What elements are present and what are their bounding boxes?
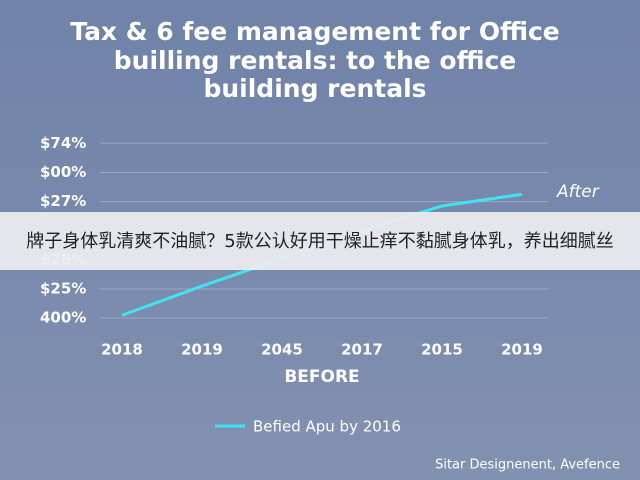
title: Tax & 6 fee management for Office builli…: [70, 17, 560, 103]
y-tick-label: $25%: [40, 280, 86, 298]
chart-title: builling rentals: to the office: [114, 46, 517, 75]
annotation: After: [556, 182, 600, 202]
footer: Sitar Designenent, Avefence: [435, 458, 620, 473]
y-tick-label: 400%: [40, 309, 86, 327]
banner-text: 牌子身体乳清爽不油腻？5款公认好用干燥止痒不黏腻身体乳，养出细腻丝: [26, 231, 613, 252]
y-tick-label: $00%: [40, 163, 86, 181]
x-tick-label: 2045: [261, 341, 303, 359]
legend-label: Befied Apu by 2016: [253, 418, 401, 436]
plot: 400%$25%$26%$27%$00%$74%2018201920452017…: [40, 134, 548, 359]
y-tick-label: $74%: [40, 134, 86, 152]
x-axis-label: BEFORE: [284, 367, 359, 387]
x-tick-label: 2017: [341, 341, 383, 359]
y-tick-label: $27%: [40, 192, 86, 210]
x-tick-label: 2015: [421, 341, 463, 359]
x-tick-label: 2018: [101, 341, 143, 359]
chart-title: Tax & 6 fee management for Office: [70, 17, 560, 46]
x-tick-label: 2019: [181, 341, 223, 359]
x-tick-label: 2019: [501, 341, 543, 359]
banner: [0, 212, 640, 270]
chart-title: building rentals: [203, 74, 426, 103]
